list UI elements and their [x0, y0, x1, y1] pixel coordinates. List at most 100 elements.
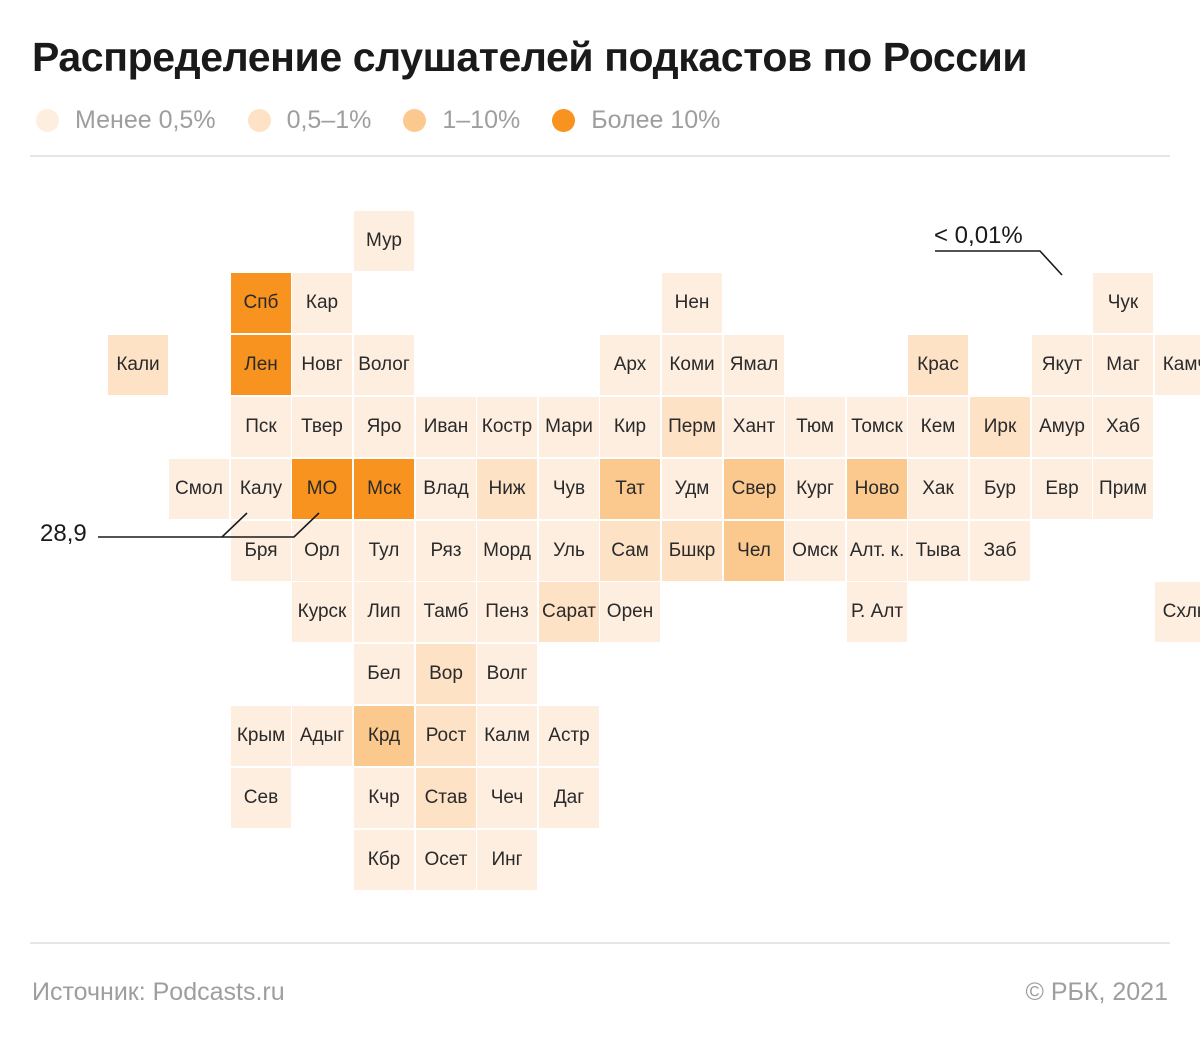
region-tile: Осет [416, 830, 476, 890]
legend-swatch-lt-0-5 [36, 108, 59, 132]
region-tile: Инг [477, 830, 537, 890]
region-tile: Адыг [292, 706, 352, 766]
region-tile: Амур [1032, 397, 1092, 457]
region-tile: Мари [539, 397, 599, 457]
region-tile: Калм [477, 706, 537, 766]
region-tile: Чеч [477, 768, 537, 828]
legend-item-gt-10: Более 10% [552, 106, 720, 135]
legend-label-lt-0-5: Менее 0,5% [75, 105, 216, 134]
region-tile: Бря [231, 521, 291, 581]
region-tile: Прим [1093, 459, 1153, 519]
region-tile: Схлн [1155, 582, 1200, 642]
region-tile: Новг [292, 335, 352, 395]
region-tile: Кбр [354, 830, 414, 890]
region-tile: Сам [600, 521, 660, 581]
legend-item-lt-0-5: Менее 0,5% [36, 106, 216, 135]
region-tile: Евр [1032, 459, 1092, 519]
bottom-divider [30, 942, 1170, 944]
moscow-callout-value: 28,9 [40, 520, 87, 547]
region-tile: Кчр [354, 768, 414, 828]
region-tile: Чук [1093, 273, 1153, 333]
region-tile: Спб [231, 273, 291, 333]
legend-swatch-0-5-1 [247, 108, 271, 132]
legend-label-0-5-1: 0,5–1% [286, 105, 372, 134]
region-tile: Кир [600, 397, 660, 457]
region-tile: Пск [231, 397, 291, 457]
region-tile: Ново [847, 459, 907, 519]
region-tile: Ниж [477, 459, 537, 519]
region-tile: Маг [1093, 335, 1153, 395]
chart-title: Распределение слушателей подкастов по Ро… [32, 34, 1028, 80]
region-tile: Кар [292, 273, 352, 333]
region-tile: Томск [847, 397, 907, 457]
region-tile: Курск [292, 582, 352, 642]
region-tile: Морд [477, 521, 537, 581]
region-tile: Якут [1032, 335, 1092, 395]
legend-swatch-gt-10 [552, 108, 576, 132]
region-tile: Став [416, 768, 476, 828]
moscow-callout-branch [222, 512, 320, 538]
region-tile: Чув [539, 459, 599, 519]
region-tile: Р. Алт [847, 582, 907, 642]
region-tile: Бел [354, 644, 414, 704]
region-tile: Яро [354, 397, 414, 457]
copyright-note: © РБК, 2021 [1025, 978, 1168, 1006]
region-tile: Хак [908, 459, 968, 519]
region-tile: Волог [354, 335, 414, 395]
legend-swatch-1-10 [403, 108, 427, 132]
region-tile: Тат [600, 459, 660, 519]
region-tile: Кург [785, 459, 845, 519]
moscow-callout-line [98, 512, 248, 538]
region-tile: Коми [662, 335, 722, 395]
region-tile: Арх [600, 335, 660, 395]
region-tile: Бур [970, 459, 1030, 519]
region-tile: Орен [600, 582, 660, 642]
top-divider [30, 155, 1170, 157]
region-tile: Нен [662, 273, 722, 333]
region-tile: МО [292, 459, 352, 519]
legend: Менее 0,5% 0,5–1% 1–10% Более 10% [36, 102, 752, 138]
region-tile: Ямал [724, 335, 784, 395]
region-tile: Тюм [785, 397, 845, 457]
region-tile: Хаб [1093, 397, 1153, 457]
region-tile: Кали [108, 335, 168, 395]
region-tile: Мур [354, 211, 414, 271]
chukotka-callout-value: < 0,01% [934, 222, 1023, 249]
region-tile: Вор [416, 644, 476, 704]
region-tile: Крас [908, 335, 968, 395]
region-tile: Камч [1155, 335, 1200, 395]
region-tile: Лип [354, 582, 414, 642]
source-note: Источник: Podcasts.ru [32, 978, 285, 1006]
region-tile: Омск [785, 521, 845, 581]
region-tile: Костр [477, 397, 537, 457]
region-tile: Алт. к. [847, 521, 907, 581]
region-tile: Смол [169, 459, 229, 519]
region-tile: Тамб [416, 582, 476, 642]
region-tile: Тыва [908, 521, 968, 581]
region-tile: Мск [354, 459, 414, 519]
legend-label-1-10: 1–10% [442, 105, 521, 134]
region-tile: Кем [908, 397, 968, 457]
region-tile: Уль [539, 521, 599, 581]
region-tile: Калу [231, 459, 291, 519]
region-tile: Рост [416, 706, 476, 766]
region-tile: Тул [354, 521, 414, 581]
region-tile: Чел [724, 521, 784, 581]
region-tile: Орл [292, 521, 352, 581]
region-tile: Сарат [539, 582, 599, 642]
legend-item-1-10: 1–10% [403, 106, 520, 135]
region-tile: Влад [416, 459, 476, 519]
region-tile: Ряз [416, 521, 476, 581]
region-tile: Ирк [970, 397, 1030, 457]
region-tile: Перм [662, 397, 722, 457]
region-tile: Волг [477, 644, 537, 704]
region-tile: Лен [231, 335, 291, 395]
chukotka-callout-line [935, 250, 1063, 276]
region-tile: Иван [416, 397, 476, 457]
region-tile: Крым [231, 706, 291, 766]
legend-item-0-5-1: 0,5–1% [247, 105, 372, 135]
region-tile: Заб [970, 521, 1030, 581]
region-tile: Даг [539, 768, 599, 828]
